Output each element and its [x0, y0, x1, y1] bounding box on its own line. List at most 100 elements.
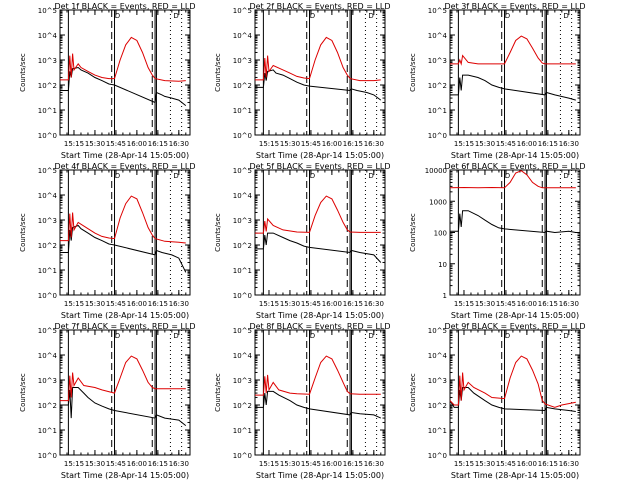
x-tick-label: 16:15 [343, 300, 363, 308]
y-tick-label: 10^2 [38, 82, 57, 90]
lld-series-line [449, 170, 576, 189]
y-tick-label: 10^3 [428, 57, 447, 65]
y-tick-label: 10^5 [428, 327, 447, 335]
y-tick-label: 100 [434, 230, 447, 238]
x-tick-label: 16:30 [364, 140, 384, 148]
x-tick-label: 15:15 [259, 300, 279, 308]
chart-panel-8: Det 8f BLACK = Events, RED = LLD Counts/s… [214, 322, 391, 480]
y-tick-label: 10^5 [233, 327, 252, 335]
y-tick-label: 10^1 [38, 107, 57, 115]
x-tick-label: 16:30 [559, 140, 579, 148]
plot-frame [449, 169, 581, 296]
x-tick-label: 15:30 [475, 300, 495, 308]
plot-frame [59, 169, 191, 296]
y-tick-label: 10^2 [38, 402, 57, 410]
events-series-line [60, 387, 187, 426]
marker-label: D [115, 172, 120, 180]
x-tick-label: 15:30 [85, 460, 105, 468]
marker-label: D [368, 12, 373, 20]
chart-title: Det 7f BLACK = Events, RED = LLD [54, 322, 195, 331]
x-tick-label: 15:45 [496, 300, 516, 308]
marker-label: D [173, 12, 178, 20]
lld-series-line [60, 195, 186, 244]
y-tick-label: 10000 [425, 167, 447, 175]
y-axis-label: Counts/sec [19, 373, 27, 412]
marker-label: D [563, 332, 568, 340]
x-axis-label: Start Time (28-Apr-14 15:05:00) [451, 311, 579, 320]
x-tick-label: 16:15 [538, 300, 558, 308]
lld-series-line [450, 35, 576, 66]
chart-title: Det 3f BLACK = Events, RED = LLD [444, 2, 585, 11]
x-axis-label: Start Time (28-Apr-14 15:05:00) [61, 311, 189, 320]
events-series-line [255, 232, 382, 263]
y-tick-label: 10^0 [38, 292, 57, 300]
marker-label: D [310, 12, 315, 20]
y-tick-label: 10^0 [233, 452, 252, 460]
chart-title: Det 9f BLACK = Events, RED = LLD [444, 322, 585, 331]
y-tick-label: 10^5 [233, 7, 252, 15]
y-tick-label: 10^2 [233, 242, 252, 250]
x-tick-label: 15:30 [280, 140, 300, 148]
x-tick-label: 15:15 [259, 460, 279, 468]
y-tick-label: 10^2 [233, 82, 252, 90]
plot-frame [254, 329, 386, 456]
marker-label: D [310, 172, 315, 180]
plot-frame [449, 329, 581, 456]
lld-series-line [449, 355, 576, 408]
chart-panel-3: Det 3f BLACK = Events, RED = LLD Counts/s… [409, 2, 586, 160]
y-axis-label: Counts/sec [409, 373, 417, 412]
events-series-line [60, 66, 187, 106]
y-tick-label: 10^3 [38, 57, 57, 65]
y-tick-label: 10^5 [233, 167, 252, 175]
chart-panel-9: Det 9f BLACK = Events, RED = LLD Counts/s… [409, 322, 586, 480]
lld-series-line [255, 36, 381, 82]
x-axis-label: Start Time (28-Apr-14 15:05:00) [256, 311, 384, 320]
x-tick-label: 16:00 [127, 140, 147, 148]
x-tick-label: 16:30 [559, 300, 579, 308]
y-tick-label: 10^1 [38, 267, 57, 275]
plot-frame [59, 329, 191, 456]
y-tick-label: 10^1 [233, 267, 252, 275]
y-tick-label: 10^4 [428, 352, 448, 360]
x-tick-label: 16:15 [148, 300, 168, 308]
y-tick-label: 10 [438, 261, 447, 269]
marker-label: D [173, 332, 178, 340]
y-axis-label: Counts/sec [214, 213, 222, 252]
x-tick-label: 15:45 [301, 460, 321, 468]
y-tick-label: 10^4 [233, 352, 253, 360]
x-tick-label: 15:30 [280, 300, 300, 308]
events-series-line [60, 224, 187, 273]
marker-label: D [173, 172, 178, 180]
y-tick-label: 10^3 [428, 377, 447, 385]
y-tick-label: 10^4 [428, 32, 448, 40]
x-tick-label: 16:30 [559, 460, 579, 468]
x-tick-label: 16:30 [364, 460, 384, 468]
x-axis-label: Start Time (28-Apr-14 15:05:00) [451, 471, 579, 480]
x-tick-label: 16:00 [127, 300, 147, 308]
events-series-line [255, 390, 382, 419]
y-tick-label: 1 [443, 292, 447, 300]
y-tick-label: 10^5 [38, 7, 57, 15]
y-axis-label: Counts/sec [214, 373, 222, 412]
x-axis-label: Start Time (28-Apr-14 15:05:00) [256, 471, 384, 480]
x-tick-label: 16:15 [343, 140, 363, 148]
x-tick-label: 15:15 [259, 140, 279, 148]
y-tick-label: 10^1 [233, 427, 252, 435]
y-tick-label: 10^4 [38, 352, 58, 360]
x-tick-label: 16:00 [322, 140, 342, 148]
x-tick-label: 15:30 [475, 460, 495, 468]
x-tick-label: 16:15 [538, 460, 558, 468]
x-tick-label: 15:30 [475, 140, 495, 148]
x-tick-label: 15:30 [280, 460, 300, 468]
x-tick-label: 16:15 [538, 140, 558, 148]
y-tick-label: 10^2 [38, 242, 57, 250]
x-tick-label: 15:45 [496, 460, 516, 468]
y-tick-label: 10^3 [233, 57, 252, 65]
x-axis-label: Start Time (28-Apr-14 15:05:00) [61, 151, 189, 160]
plot-frame [59, 9, 191, 136]
chart-title: Det 1f BLACK = Events, RED = LLD [54, 2, 195, 11]
y-axis-label: Counts/sec [19, 53, 27, 92]
x-tick-label: 15:15 [454, 460, 474, 468]
x-tick-label: 15:15 [64, 460, 84, 468]
